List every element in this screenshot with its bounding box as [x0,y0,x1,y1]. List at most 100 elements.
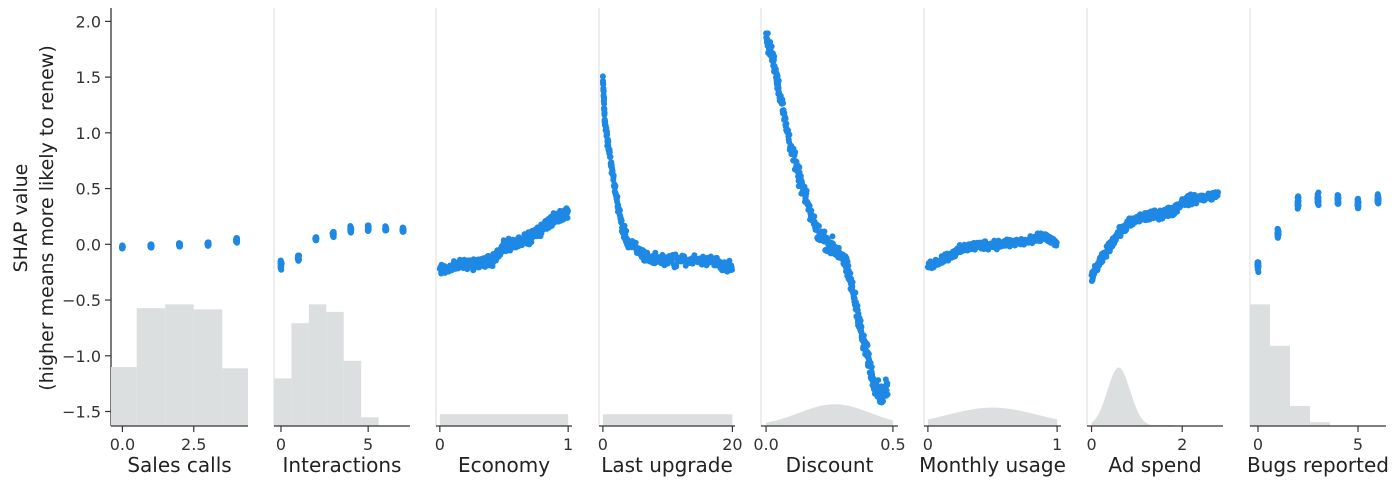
feature-label: Interactions [283,453,402,477]
histogram-discount [766,404,893,426]
x-tick-label: 0.0 [753,435,778,454]
histogram-bar [1250,304,1270,426]
y-tick-label: 2.0 [76,12,101,31]
data-point [880,398,887,405]
feature-label: Sales calls [127,453,231,477]
data-point [601,95,608,102]
data-point [857,317,864,324]
data-point [847,270,854,277]
histogram-bar [308,304,327,426]
histogram-bar [193,309,223,426]
y-tick-label: 1.5 [76,68,101,87]
x-tick-label: 0 [435,435,445,454]
data-point [852,289,859,296]
x-tick-label: 0.0 [110,435,135,454]
y-axis-title-line-1: SHAP value [10,164,32,273]
histogram-bar [326,311,344,426]
data-point [858,323,865,330]
data-point [313,236,320,243]
data-point [119,244,126,251]
data-point [849,283,856,290]
histogram-bar [291,323,309,426]
data-point [347,224,354,231]
data-point [278,265,285,272]
data-point [621,222,628,229]
scatter-discount [763,30,891,406]
data-point [806,202,813,209]
histogram-bar [274,378,292,426]
feature-label: Monthly usage [919,453,1066,477]
x-tick-label: 0 [276,435,286,454]
histogram-economy [439,414,569,426]
scatter-monthly-usage [924,230,1060,272]
data-point [1103,253,1110,260]
data-point [811,213,818,220]
x-tick-label: 1 [1052,435,1062,454]
data-point [668,256,675,263]
feature-label: Bugs reported [1247,453,1389,477]
data-point [768,43,775,50]
histogram-interactions [274,304,379,426]
feature-label: Discount [786,453,874,477]
data-point [564,207,571,214]
scatter-interactions [277,222,407,273]
data-point [1375,195,1382,202]
data-point [605,138,612,145]
data-point [775,77,782,84]
histogram-band [602,414,733,426]
data-point [1215,189,1222,196]
data-point [803,187,810,194]
histogram-bar [1310,422,1330,426]
histogram-bar [165,304,194,426]
y-tick-label: −1.0 [62,347,101,366]
scatter-sales-calls [119,235,241,252]
data-point [854,302,861,309]
data-point [382,225,389,232]
data-point [792,149,799,156]
data-point [176,242,183,249]
data-point [775,84,782,91]
x-tick-label: 2 [1177,435,1187,454]
data-point [606,149,613,156]
data-point [233,236,240,243]
data-point [728,266,735,273]
x-tick-label: 20 [722,435,742,454]
data-point [652,249,659,256]
data-point [1335,194,1342,201]
histogram-density [766,404,893,426]
data-point [1274,234,1281,241]
data-point [1315,198,1322,205]
data-point [764,30,771,37]
x-tick-label: 1 [563,435,573,454]
data-point [601,109,608,116]
histogram-monthly-usage [927,407,1058,426]
data-point [868,363,875,370]
data-point [601,100,608,107]
histogram-last-upgrade [602,414,733,426]
data-point [884,391,891,398]
data-point [1294,200,1301,207]
data-point [864,342,871,349]
data-point [1255,266,1262,273]
histogram-bugs-reported [1250,304,1330,426]
data-point [1354,196,1361,203]
histogram-density [1091,367,1174,426]
data-point [600,88,607,95]
data-point [875,377,882,384]
data-point [604,131,611,138]
data-point [865,351,872,358]
data-point [860,332,867,339]
data-point [330,231,337,238]
data-point [1315,193,1322,200]
y-tick-label: 1.0 [76,124,101,143]
data-point [632,239,639,246]
data-point [673,263,680,270]
data-point [623,227,630,234]
panel-ad-spend: 0 2Ad spend [1086,8,1223,477]
data-point [618,217,625,224]
